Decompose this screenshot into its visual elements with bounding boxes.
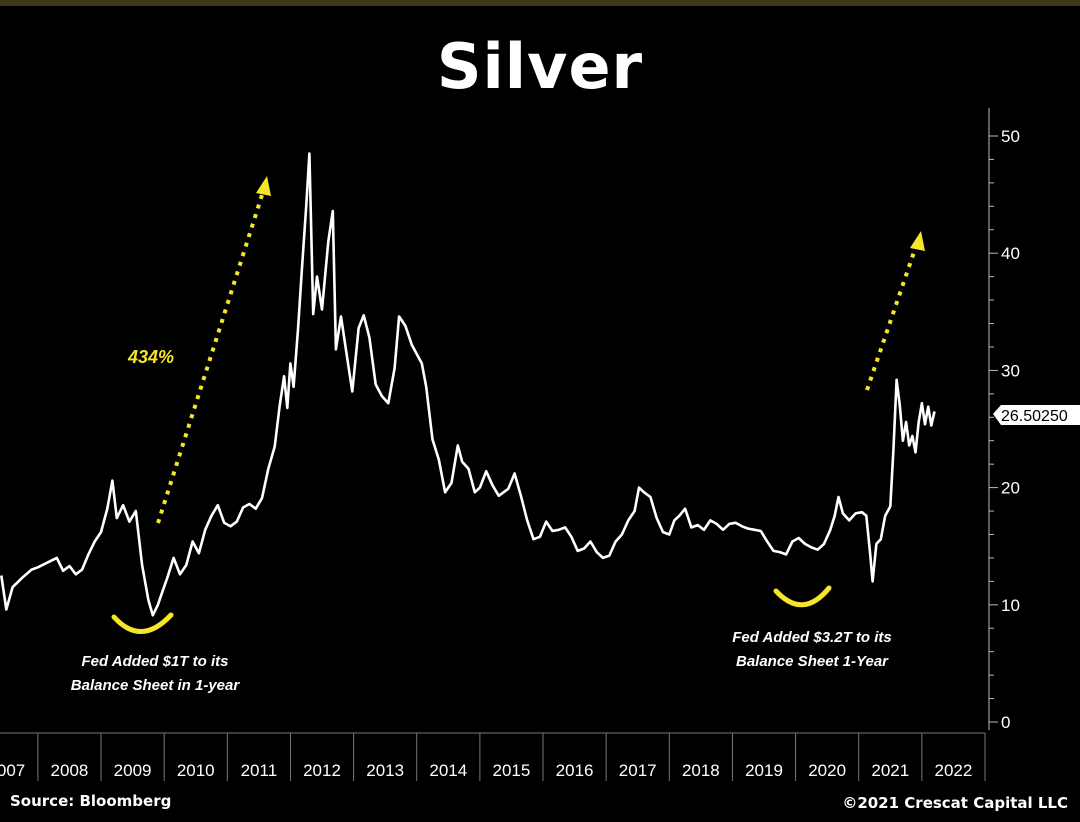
y-tick-label: 50 bbox=[1001, 127, 1020, 146]
last-value-marker: 26.50250 bbox=[993, 405, 1080, 425]
annotation-fed-1t-line1: Fed Added $1T to its bbox=[82, 653, 229, 670]
y-tick-label: 0 bbox=[1001, 713, 1010, 732]
y-tick-label: 40 bbox=[1001, 244, 1020, 263]
x-tick-label: 2012 bbox=[303, 761, 341, 780]
rally-arrow-2020-head bbox=[910, 231, 925, 251]
top-strip bbox=[0, 0, 1080, 6]
x-tick-label: 2007 bbox=[0, 761, 25, 780]
annotation-fed-3-2t-line2: Balance Sheet 1-Year bbox=[736, 653, 889, 670]
x-tick-label: 2021 bbox=[871, 761, 909, 780]
trough-smile-2008 bbox=[111, 612, 174, 634]
x-tick-label: 2014 bbox=[429, 761, 467, 780]
last-value-label: 26.50250 bbox=[1001, 408, 1068, 425]
rally-arrow-2008 bbox=[156, 194, 264, 524]
x-tick-label: 2019 bbox=[745, 761, 783, 780]
trough-smile-2020 bbox=[773, 585, 832, 608]
source-label: Source: Bloomberg bbox=[10, 792, 172, 810]
x-tick-label: 2017 bbox=[619, 761, 657, 780]
page-title: Silver bbox=[436, 30, 644, 103]
annotation-fed-3-2t-line1: Fed Added $3.2T to its bbox=[732, 629, 891, 646]
y-axis: 0 10 20 30 40 50 bbox=[988, 108, 1020, 732]
copyright-label: ©2021 Crescat Capital LLC bbox=[842, 794, 1068, 812]
y-tick-label: 20 bbox=[1001, 479, 1020, 498]
x-tick-label: 2011 bbox=[241, 761, 278, 780]
x-axis: 2007 2008 2009 2010 2011 2012 2013 2014 2015 2016… bbox=[0, 761, 972, 780]
x-tick-label: 2018 bbox=[682, 761, 720, 780]
x-tick-label: 2022 bbox=[935, 761, 973, 780]
x-tick-label: 2008 bbox=[51, 761, 89, 780]
annotation-434-percent: 434% bbox=[127, 347, 174, 367]
x-tick-label: 2010 bbox=[177, 761, 215, 780]
x-tick-label: 2015 bbox=[493, 761, 531, 780]
y-tick-label: 10 bbox=[1001, 596, 1020, 615]
rally-arrow-2008-head bbox=[256, 176, 271, 196]
x-grid bbox=[0, 732, 986, 781]
annotation-fed-1t-line2: Balance Sheet in 1-year bbox=[71, 677, 241, 694]
rally-arrow-2020 bbox=[865, 248, 917, 391]
x-tick-label: 2016 bbox=[556, 761, 594, 780]
x-tick-label: 2009 bbox=[114, 761, 152, 780]
y-tick-label: 30 bbox=[1001, 361, 1020, 380]
silver-price-line bbox=[0, 152, 936, 617]
x-tick-label: 2013 bbox=[366, 761, 404, 780]
x-tick-label: 2020 bbox=[808, 761, 846, 780]
